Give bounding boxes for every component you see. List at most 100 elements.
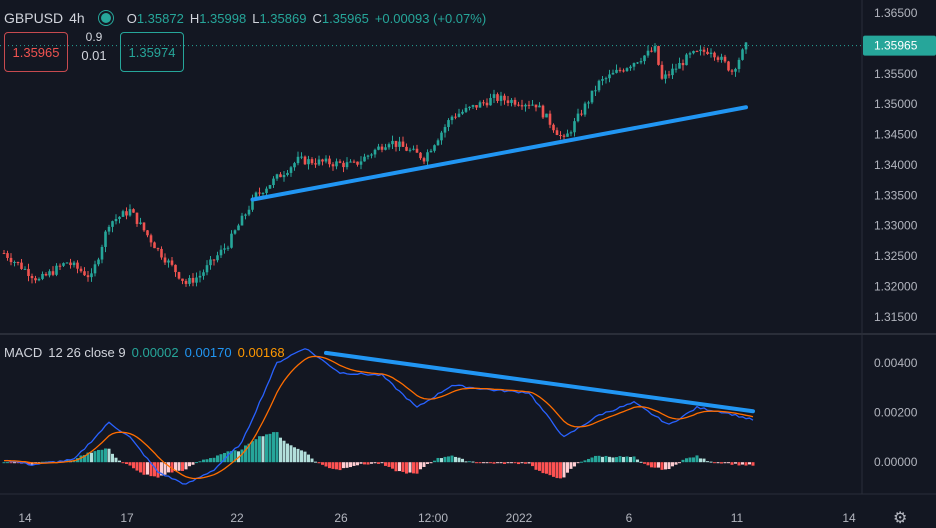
histogram-bar [356, 462, 359, 466]
candle-body [580, 113, 583, 115]
histogram-bar [419, 462, 422, 470]
histogram-bar [590, 457, 594, 463]
price-tick-label: 1.35000 [874, 97, 918, 111]
candle-body [569, 132, 573, 134]
sell-button[interactable]: 1.35965 [4, 32, 68, 72]
histogram-bar [2, 462, 6, 464]
histogram-bar [142, 462, 146, 475]
histogram-bar [286, 443, 289, 463]
histogram-bar [233, 450, 237, 463]
ohlc-legend: GBPUSD 4h O1.35872 H1.35998 L1.35869 C1.… [4, 10, 486, 26]
histogram-bar [457, 457, 461, 463]
candle-body [545, 113, 548, 118]
histogram-bar [720, 462, 723, 464]
candle-body [671, 68, 674, 76]
gear-icon[interactable]: ⚙ [893, 510, 908, 527]
market-open-icon [98, 11, 113, 25]
candle-body [289, 167, 293, 173]
histogram-bar [583, 460, 587, 463]
candle-body [590, 90, 594, 103]
candle-body [429, 150, 433, 153]
histogram-bar [27, 462, 30, 465]
histogram-bar [461, 458, 464, 463]
histogram-bar [163, 462, 167, 475]
histogram-bar [384, 462, 387, 466]
histogram-bar [636, 459, 639, 463]
time-tick-label: 12:00 [418, 511, 448, 525]
histogram-bar [524, 462, 527, 464]
candle-body [485, 102, 489, 106]
histogram-bar [177, 462, 181, 471]
histogram-bar [9, 462, 13, 464]
histogram-bar [618, 456, 622, 463]
time-tick-label: 17 [120, 511, 134, 525]
histogram-bar [170, 462, 174, 473]
histogram-bar [289, 445, 293, 463]
price-tick-label: 1.33500 [874, 188, 918, 202]
candle-body [149, 235, 153, 243]
histogram-bar [335, 462, 338, 470]
price-tick-label: 1.32000 [874, 279, 918, 293]
symbol-label[interactable]: GBPUSD [4, 10, 64, 26]
candle-body [723, 56, 727, 62]
price-tick-label: 1.31500 [874, 310, 918, 324]
candle-body [653, 46, 657, 52]
histogram-bar [121, 462, 125, 464]
candle-body [667, 74, 671, 76]
macd-line-value: 0.00170 [184, 345, 232, 360]
candle-body [454, 116, 457, 118]
histogram-bar [6, 462, 9, 464]
candle-body [282, 175, 286, 178]
histogram-bar [111, 453, 114, 463]
histogram-bar [167, 462, 170, 473]
histogram-bar [646, 462, 650, 466]
candle-body [359, 161, 363, 165]
candle-body [153, 242, 156, 249]
histogram-bar [604, 455, 608, 463]
candle-body [293, 163, 296, 168]
candle-body [23, 268, 27, 270]
candle-body [615, 69, 618, 73]
candle-body [699, 49, 702, 52]
candle-body [608, 74, 611, 79]
candle-body [478, 102, 482, 108]
histogram-bar [279, 437, 282, 463]
histogram-bar [100, 449, 104, 463]
histogram-bar [195, 462, 198, 464]
histogram-bar [394, 462, 398, 472]
candle-body [331, 164, 335, 167]
histogram-bar [342, 462, 345, 469]
histogram-bar [744, 462, 748, 466]
histogram-bar [454, 456, 457, 463]
histogram-bar [370, 462, 373, 464]
histogram-bar [562, 462, 566, 478]
histogram-bar [125, 462, 128, 465]
order-quantity[interactable]: 0.9 0.01 [72, 30, 116, 63]
candle-body [310, 159, 314, 164]
candle-body [55, 265, 58, 275]
time-tick-label: 6 [626, 511, 633, 525]
candle-body [135, 212, 139, 224]
histogram-bar [114, 457, 118, 463]
timeframe-label[interactable]: 4h [69, 10, 85, 26]
candle-body [646, 50, 650, 56]
macd-legend[interactable]: MACD 12 26 close 9 0.00002 0.00170 0.001… [4, 345, 285, 360]
histogram-bar [184, 462, 188, 470]
candle-body [51, 271, 55, 275]
histogram-bar [517, 462, 520, 465]
candle-body [650, 50, 653, 52]
histogram-bar [83, 455, 86, 463]
macd-name: MACD [4, 345, 43, 360]
histogram-bar [552, 462, 555, 477]
histogram-bar [244, 445, 247, 463]
candle-body [104, 231, 107, 247]
candle-body [632, 63, 636, 67]
candle-body [674, 68, 678, 70]
histogram-bar [156, 462, 160, 478]
candle-body [433, 145, 436, 151]
candle-body [471, 105, 475, 107]
buy-button[interactable]: 1.35974 [120, 32, 184, 72]
histogram-bar [293, 447, 296, 463]
histogram-bar [160, 462, 163, 476]
